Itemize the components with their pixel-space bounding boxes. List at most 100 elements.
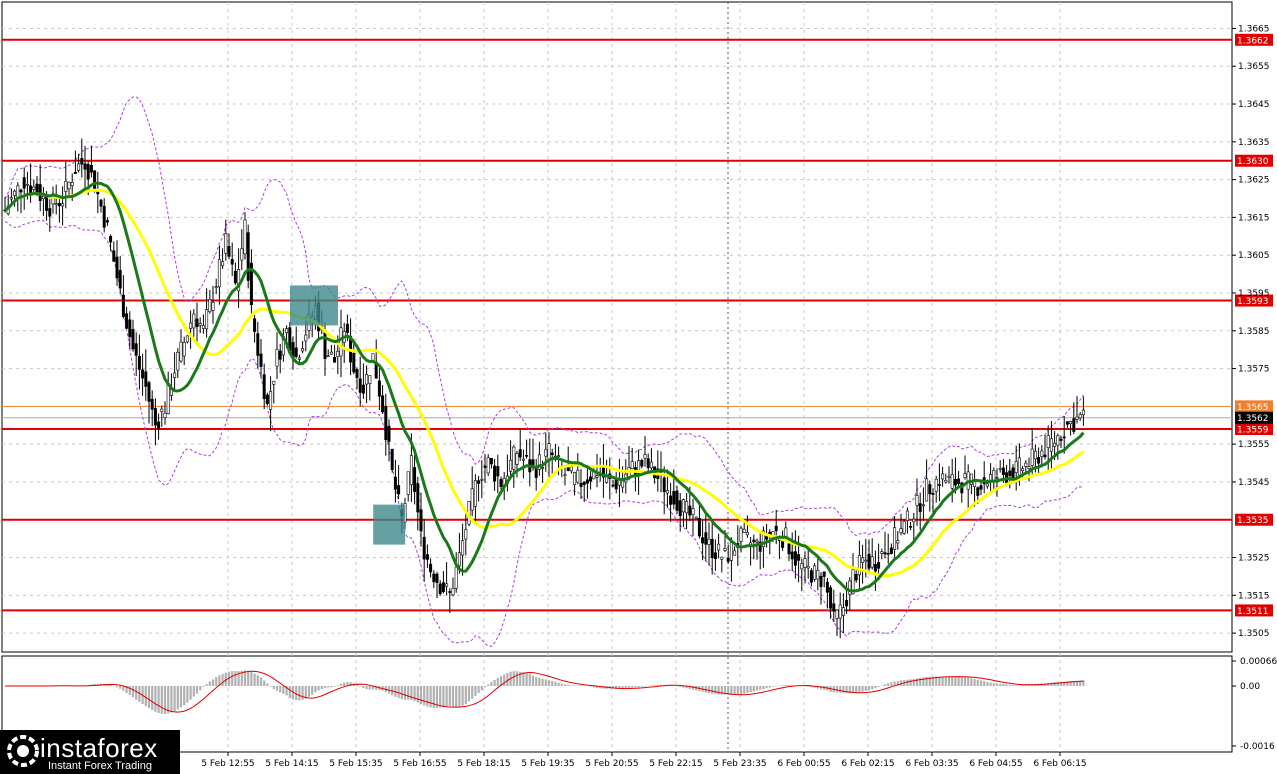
candle-body xyxy=(720,556,724,560)
candle-body xyxy=(905,510,909,521)
candle-body xyxy=(915,495,919,506)
oscillator-bar xyxy=(151,686,154,710)
oscillator-bar xyxy=(275,686,279,691)
time-tick-label: 6 Feb 00:55 xyxy=(777,759,830,769)
oscillator-bar xyxy=(259,677,263,686)
candle-body xyxy=(710,538,714,559)
oscillator-bar xyxy=(531,675,535,686)
oscillator-bar xyxy=(627,686,631,688)
candle-body xyxy=(9,197,13,200)
candle-body xyxy=(678,500,682,516)
oscillator-bar xyxy=(976,679,979,686)
candle-body xyxy=(701,537,705,544)
level-tag xyxy=(1235,154,1273,167)
oscillator-bar xyxy=(323,686,327,688)
oscillator-bar xyxy=(429,686,432,708)
candle-body xyxy=(979,485,983,490)
buy-signal-box xyxy=(373,504,406,545)
candle-body xyxy=(637,460,641,474)
oscillator-bar xyxy=(195,686,199,694)
oscillator-bar xyxy=(983,681,986,686)
logo-tagline: Instant Forex Trading xyxy=(48,760,152,772)
candle-body xyxy=(912,518,916,523)
oscillator-bar xyxy=(759,686,762,690)
oscillator-bar xyxy=(1002,684,1005,686)
oscillator-bar xyxy=(272,686,275,690)
oscillator-bar xyxy=(631,686,634,688)
candle-body xyxy=(806,565,810,569)
candle-body xyxy=(723,548,727,551)
oscillator-bar xyxy=(919,677,922,686)
price-tick-label: 1.3555 xyxy=(1238,440,1270,450)
ask-tag xyxy=(1235,400,1273,413)
candle-body xyxy=(294,347,298,357)
candle-body xyxy=(707,538,711,545)
oscillator-bar xyxy=(506,672,509,686)
oscillator-bar xyxy=(106,684,109,686)
oscillator-bar xyxy=(535,676,538,686)
candle-body xyxy=(461,540,465,556)
oscillator-bar xyxy=(653,685,656,686)
oscillator-bar xyxy=(128,686,131,696)
oscillator-bar xyxy=(682,686,685,688)
candle-body xyxy=(825,581,829,593)
candle-body xyxy=(217,259,221,288)
oscillator-bar xyxy=(227,671,231,686)
oscillator-bar xyxy=(282,686,285,694)
oscillator-bar xyxy=(218,675,221,686)
oscillator-bar xyxy=(848,686,851,694)
oscillator-bar xyxy=(490,682,493,686)
envelope-upper xyxy=(4,96,1084,537)
oscillator-bar xyxy=(855,686,858,693)
oscillator-bar xyxy=(528,674,531,686)
oscillator-bar xyxy=(768,686,771,688)
candle-body xyxy=(361,384,365,394)
oscillator-bar xyxy=(295,686,298,701)
candle-body xyxy=(697,518,701,537)
sell-signal-box xyxy=(290,285,338,326)
time-tick-label: 5 Feb 20:55 xyxy=(585,759,638,769)
candle-body xyxy=(864,559,868,562)
candle-body xyxy=(998,468,1002,470)
time-tick-label: 5 Feb 22:15 xyxy=(649,759,702,769)
candle-body xyxy=(681,499,685,513)
oscillator-bar xyxy=(1021,684,1024,686)
oscillator-bar xyxy=(333,686,336,687)
ma-fast-line xyxy=(4,181,1085,593)
candle-body xyxy=(867,553,871,569)
candle-body xyxy=(409,455,413,486)
candle-body xyxy=(649,461,653,469)
candle-body xyxy=(646,458,650,469)
oscillator-bar xyxy=(445,686,448,707)
oscillator-bar xyxy=(423,686,426,706)
candle-body xyxy=(921,504,925,507)
oscillator-bar xyxy=(887,683,890,686)
candle-body xyxy=(893,527,897,550)
oscillator-bar xyxy=(317,686,320,691)
candle-body xyxy=(963,473,967,478)
oscillator-bar xyxy=(592,686,595,688)
candle-body xyxy=(464,529,468,540)
oscillator-bar xyxy=(483,686,487,688)
candle-body xyxy=(227,246,231,257)
oscillator-bar xyxy=(131,686,135,698)
price-tick-label: 1.3665 xyxy=(1238,24,1270,34)
price-tick-label: 1.3625 xyxy=(1238,176,1270,186)
candle-body xyxy=(438,583,442,595)
oscillator-bar xyxy=(589,686,592,687)
candle-body xyxy=(86,163,90,180)
oscillator-bar xyxy=(973,679,976,686)
candle-body xyxy=(889,547,893,554)
oscillator-bar xyxy=(1056,681,1059,686)
candle-body xyxy=(1024,462,1028,467)
oscillator-bar xyxy=(122,686,125,691)
oscillator-bar xyxy=(717,686,720,695)
oscillator-bar xyxy=(749,686,752,693)
oscillator-bar xyxy=(154,686,157,712)
oscillator-bar xyxy=(474,686,477,696)
oscillator-bar xyxy=(951,676,954,686)
time-tick-label: 5 Feb 15:35 xyxy=(329,759,382,769)
candle-body xyxy=(432,573,436,583)
candle-body xyxy=(899,528,903,534)
oscillator-bar xyxy=(224,672,227,686)
